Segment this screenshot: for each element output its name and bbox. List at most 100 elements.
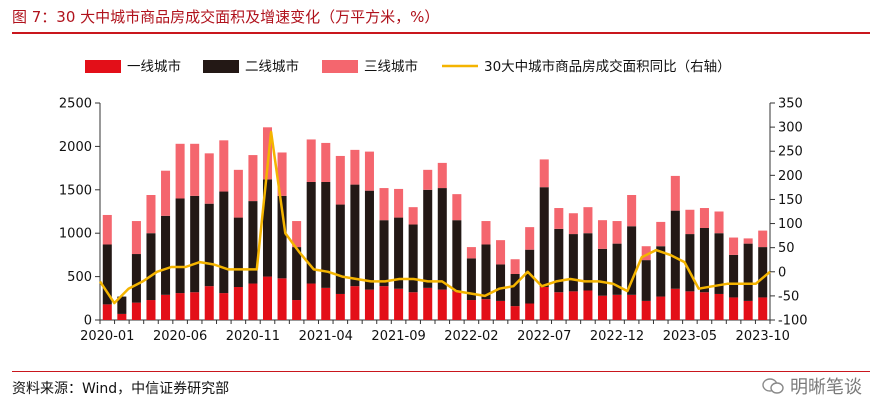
bar-tier3 xyxy=(714,211,724,234)
bar-tier1 xyxy=(641,300,651,320)
bar-tier2 xyxy=(437,188,447,290)
bar-tier1 xyxy=(292,300,302,320)
bar-tier2 xyxy=(394,217,404,289)
bar-tier3 xyxy=(525,227,535,250)
y-right-tick-label: 0 xyxy=(778,265,786,280)
bar-tier1 xyxy=(437,289,447,320)
x-tick-label: 2021-04 xyxy=(299,329,353,344)
bar-tier2 xyxy=(597,248,608,296)
bar-tier1 xyxy=(262,276,273,320)
bar-tier3 xyxy=(466,247,476,259)
x-tick-label: 2021-09 xyxy=(371,329,425,344)
bar-tier3 xyxy=(539,159,549,188)
bar-tier3 xyxy=(583,207,593,234)
bar-tier3 xyxy=(219,140,229,192)
bar-tier1 xyxy=(131,302,141,320)
bar-tier2 xyxy=(161,215,171,295)
legend-label-tier1: 一线城市 xyxy=(127,58,181,75)
bar-tier2 xyxy=(743,243,753,301)
bar-tier3 xyxy=(670,175,680,211)
bar-tier1 xyxy=(190,292,200,320)
watermark-text: 明晰笔谈 xyxy=(790,377,862,398)
x-tick-label: 2020-11 xyxy=(226,329,280,344)
bar-tier1 xyxy=(481,299,491,320)
bar-tier2 xyxy=(146,233,156,301)
bar-tier2 xyxy=(481,244,491,300)
bar-tier2 xyxy=(539,187,549,288)
bar-tier3 xyxy=(612,221,622,244)
bar-tier3 xyxy=(452,194,462,221)
bar-tier2 xyxy=(612,243,622,295)
bar-tier1 xyxy=(350,286,360,320)
bar-tier1 xyxy=(699,292,709,320)
bar-tier1 xyxy=(364,289,374,320)
bar-tier2 xyxy=(277,195,287,279)
y-right-tick-label: 250 xyxy=(778,145,803,160)
bar-tier1 xyxy=(219,293,229,320)
bar-tier3 xyxy=(262,127,273,180)
legend-swatch-tier2 xyxy=(203,60,239,73)
bar-tier3 xyxy=(102,214,112,245)
bar-tier1 xyxy=(146,300,156,320)
bar-tier1 xyxy=(248,283,258,320)
bar-tier3 xyxy=(568,213,578,235)
bar-tier1 xyxy=(568,291,578,320)
bar-tier2 xyxy=(321,181,331,288)
y-right-tick-label: -50 xyxy=(778,289,799,304)
source-note: 资料来源：Wind，中信证券研究部 xyxy=(12,381,230,397)
legend-label-tier2: 二线城市 xyxy=(245,58,299,75)
y-left-tick-label: 0 xyxy=(84,314,92,329)
bar-tier2 xyxy=(364,190,374,290)
bar-tier2 xyxy=(466,258,476,301)
bar-tier2 xyxy=(641,260,651,301)
bar-tier2 xyxy=(452,220,462,292)
chart-area: 一线城市 二线城市 三线城市 30大中城市商品房成交面积同比（右轴）050010001… xyxy=(59,58,808,344)
bar-tier2 xyxy=(233,217,243,288)
bar-tier3 xyxy=(699,208,709,228)
bar-tier1 xyxy=(656,296,666,320)
bar-tier2 xyxy=(175,198,185,294)
bar-tier3 xyxy=(233,169,243,218)
y-left-tick-label: 2000 xyxy=(59,140,92,155)
bar-tier2 xyxy=(131,254,141,303)
bar-tier2 xyxy=(219,191,229,294)
bar-tier3 xyxy=(248,155,258,202)
bar-tier2 xyxy=(525,249,535,304)
chart-title: 图 7：30 大中城市商品房成交面积及增速变化（万平方米，%） xyxy=(12,8,440,26)
bar-tier1 xyxy=(452,291,462,320)
bar-tier3 xyxy=(481,221,491,245)
bar-tier1 xyxy=(525,303,535,320)
bar-tier1 xyxy=(612,294,622,320)
legend-label-tier3: 三线城市 xyxy=(364,58,418,75)
bar-tier1 xyxy=(758,297,768,320)
bar-tier3 xyxy=(161,170,171,216)
bar-tier2 xyxy=(204,203,214,287)
bar-tier3 xyxy=(394,188,404,218)
y-left-tick-label: 1500 xyxy=(59,183,92,198)
bar-tier3 xyxy=(146,195,156,234)
bar-tier1 xyxy=(379,286,389,320)
bar-tier3 xyxy=(597,220,608,249)
bar-tier3 xyxy=(204,153,214,204)
y-right-tick-label: 100 xyxy=(778,217,803,232)
y-right-tick-label: 150 xyxy=(778,193,803,208)
bar-tier2 xyxy=(510,273,520,307)
bar-tier2 xyxy=(729,254,739,298)
bar-tier1 xyxy=(306,283,316,320)
bar-tier2 xyxy=(758,247,768,298)
bar-tier3 xyxy=(685,209,695,235)
bar-tier2 xyxy=(685,234,695,292)
y-right-tick-label: -100 xyxy=(778,314,808,329)
bar-tier3 xyxy=(131,221,141,255)
bar-tier3 xyxy=(656,221,666,247)
bar-tier2 xyxy=(496,264,506,301)
bar-tier3 xyxy=(627,195,637,227)
bar-tier1 xyxy=(175,293,185,320)
bar-tier1 xyxy=(729,297,739,320)
watermark: 明晰笔谈 xyxy=(762,373,862,399)
bar-tier2 xyxy=(670,210,680,289)
bar-tier1 xyxy=(583,290,593,320)
bar-tier3 xyxy=(437,162,447,189)
x-tick-label: 2023-10 xyxy=(736,329,790,344)
bar-tier2 xyxy=(699,227,709,293)
